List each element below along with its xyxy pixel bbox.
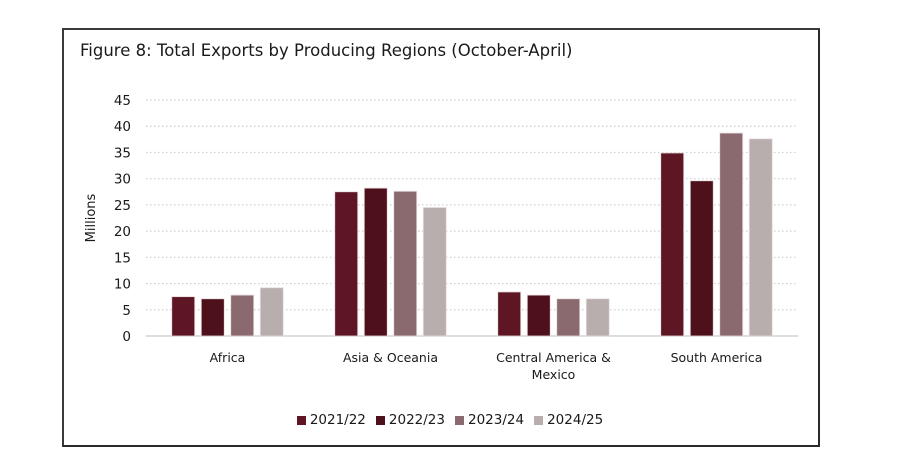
legend-swatch <box>375 415 385 425</box>
x-category-label: Central America & <box>496 350 611 365</box>
bars <box>171 132 773 337</box>
y-tick-label: 10 <box>114 277 131 293</box>
chart-title: Figure 8: Total Exports by Producing Reg… <box>80 41 573 60</box>
x-category-label: Africa <box>210 350 246 365</box>
bar-2022-23 <box>689 180 714 337</box>
y-tick-label: 20 <box>114 224 131 240</box>
legend-item: 2022/23 <box>375 412 445 428</box>
gridlines <box>146 99 798 337</box>
bar-2024-25 <box>259 287 284 337</box>
legend-label: 2023/24 <box>468 412 525 428</box>
bar-2024-25 <box>585 298 610 337</box>
bar-2021-22 <box>660 152 685 337</box>
bar-2022-23 <box>363 187 388 337</box>
y-tick-label: 0 <box>122 329 131 345</box>
legend-swatch <box>455 415 464 425</box>
y-tick-label: 25 <box>114 198 131 214</box>
bar-2023-24 <box>393 190 418 337</box>
bar-2023-24 <box>719 132 744 337</box>
bar-2022-23 <box>200 298 225 337</box>
bar-2022-23 <box>526 294 551 337</box>
y-tick-label: 35 <box>114 145 131 161</box>
legend-label: 2022/23 <box>388 412 445 428</box>
bar-2021-22 <box>497 291 522 337</box>
y-tick-label: 40 <box>114 119 131 135</box>
legend: 2021/22 2022/23 2023/24 2024/25 <box>0 412 900 428</box>
x-axis-categories: Africa Asia & Oceania Central America & Mex… <box>210 350 763 382</box>
legend-item: 2024/25 <box>534 412 603 428</box>
bar-2023-24 <box>230 294 255 337</box>
bar-2023-24 <box>556 298 581 337</box>
x-category-label: South America <box>671 350 763 365</box>
y-axis-label: Millions <box>84 193 99 242</box>
y-tick-label: 45 <box>114 93 131 109</box>
bar-2024-25 <box>748 138 773 337</box>
legend-swatch <box>296 415 306 425</box>
y-tick-label: 5 <box>122 303 131 319</box>
legend-label: 2024/25 <box>547 412 604 428</box>
y-axis-ticks: 0 5 10 15 20 25 30 35 40 45 <box>114 93 131 345</box>
bar-2024-25 <box>422 207 447 337</box>
bar-2021-22 <box>334 191 359 337</box>
bar-2021-22 <box>171 296 196 337</box>
y-tick-label: 15 <box>114 250 131 266</box>
y-tick-label: 30 <box>114 172 131 188</box>
x-category-label: Mexico <box>532 367 576 382</box>
legend-item: 2021/22 <box>296 412 366 428</box>
legend-swatch <box>534 415 544 425</box>
x-category-label: Asia & Oceania <box>343 350 438 365</box>
legend-label: 2021/22 <box>309 412 366 428</box>
legend-item: 2023/24 <box>455 412 524 428</box>
